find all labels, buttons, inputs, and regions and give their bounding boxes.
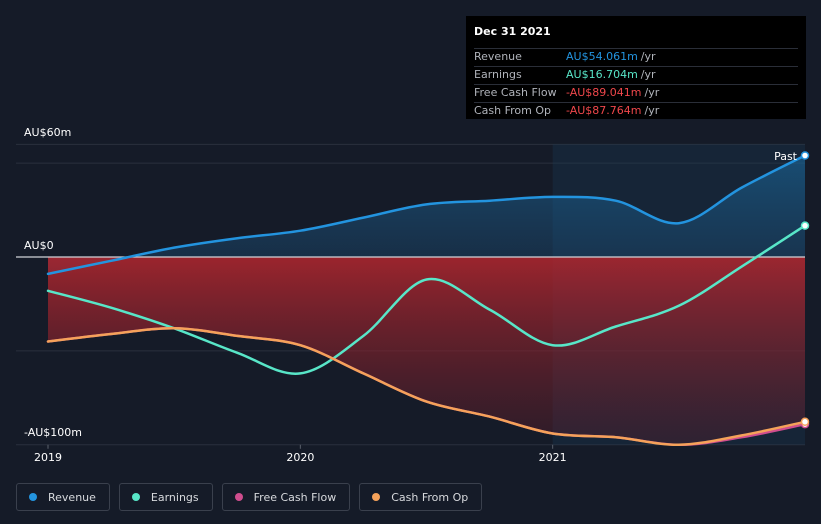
negative-area [48,257,805,445]
legend-label: Free Cash Flow [253,490,337,504]
tooltip-row-earnings: Earnings AU$16.704m /yr [474,66,798,84]
legend-label: Revenue [48,490,96,504]
tooltip-date: Dec 31 2021 [474,25,551,38]
earnings-end-marker [800,221,810,230]
areas [48,155,805,445]
tooltip-unit: /yr [640,50,656,63]
legend-item-cash-from-op[interactable]: Cash From Op [359,483,483,511]
legend-dot-icon [372,493,381,501]
series-lines [46,154,807,447]
legend-dot-icon [234,493,243,501]
tooltip-row-free-cash-flow: Free Cash Flow -AU$89.041m /yr [474,84,798,102]
end-markers [800,151,810,429]
tooltip-value: AU$16.704m [566,68,638,81]
legend-item-revenue[interactable]: Revenue [16,483,110,511]
legend-label: Cash From Op [391,490,469,504]
legend-dot-icon [29,493,37,501]
tooltip: Dec 31 2021 Revenue AU$54.061m /yr Earni… [466,16,806,119]
y-axis-zero-label: AU$0 [24,239,54,252]
tooltip-value: AU$54.061m [566,50,638,63]
tooltip-value: -AU$87.764m [566,104,642,117]
x-axis-ticks: 2019 2020 2021 [34,444,567,464]
revenue-line [46,154,807,276]
legend-dot-icon [131,493,140,501]
y-axis-bottom-label: -AU$100m [24,426,82,439]
legend: Revenue Earnings Free Cash Flow Cash Fro… [16,483,483,511]
legend-item-free-cash-flow[interactable]: Free Cash Flow [221,483,351,511]
x-tick-label: 2020 [286,451,314,464]
tooltip-row-revenue: Revenue AU$54.061m /yr [474,48,798,66]
past-label: Past [774,150,798,163]
y-axis-top-label: AU$60m [24,126,71,139]
tooltip-label: Free Cash Flow [474,86,557,99]
legend-item-earnings[interactable]: Earnings [118,483,213,511]
tooltip-label: Cash From Op [474,104,552,117]
tooltip-unit: /yr [644,104,660,117]
legend-label: Earnings [150,490,199,504]
cash-from-op-line [46,327,807,447]
revenue-end-marker [800,151,810,160]
tooltip-value: -AU$89.041m [566,86,642,99]
x-tick-label: 2021 [539,451,567,464]
tooltip-label: Earnings [474,68,522,81]
cash-from-op-end-marker [800,417,810,427]
tooltip-unit: /yr [644,86,660,99]
revenue-area [48,155,805,274]
x-tick-label: 2019 [34,451,62,464]
tooltip-row-cash-from-op: Cash From Op -AU$87.764m /yr [474,102,798,120]
tooltip-label: Revenue [474,50,522,63]
tooltip-unit: /yr [640,68,656,81]
